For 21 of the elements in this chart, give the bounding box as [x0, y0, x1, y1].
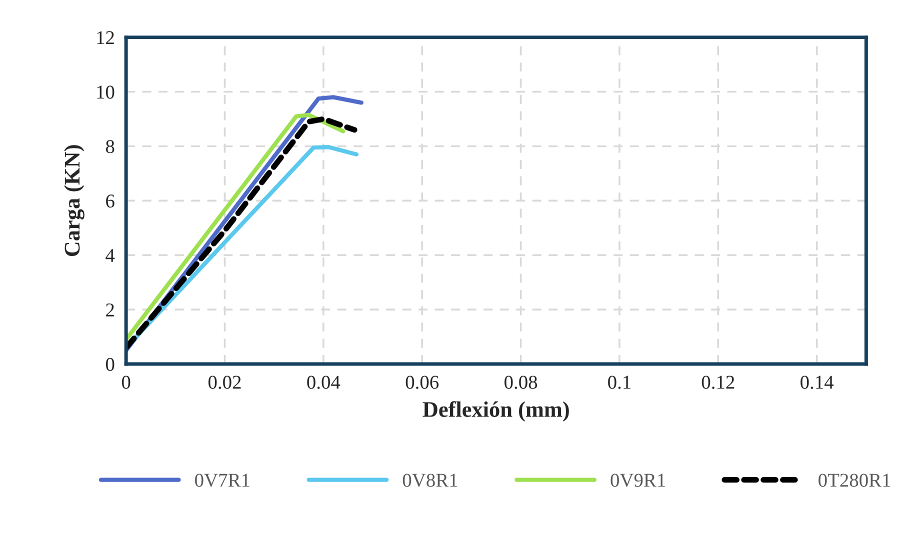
- y-tick-label: 10: [97, 86, 114, 99]
- y-tick-label: 0: [106, 358, 114, 371]
- y-tick-label: 6: [106, 194, 114, 208]
- y-tick-label: 2: [106, 303, 114, 316]
- x-tick-label: 0.14: [800, 376, 834, 389]
- y-tick-label: 4: [106, 249, 115, 262]
- x-tick-label: 0.12: [702, 376, 734, 389]
- y-axis-title: Carga (KN): [64, 145, 84, 256]
- y-tick-label: 8: [106, 140, 114, 154]
- x-tick-label: 0.02: [208, 376, 241, 389]
- x-tick-label: 0: [122, 376, 130, 389]
- x-tick-label: 0.06: [406, 376, 439, 389]
- x-tick-label: 0.1: [608, 376, 630, 389]
- legend-label: 0V7R1: [195, 474, 250, 487]
- x-tick-label: 0.08: [504, 376, 538, 389]
- legend-label: 0V9R1: [610, 474, 665, 487]
- y-tick-label: 12: [97, 31, 114, 44]
- legend-label: 0T280R1: [818, 474, 890, 487]
- legend-label: 0V8R1: [402, 474, 458, 487]
- x-axis-title: Deflexión (mm): [422, 401, 569, 422]
- x-tick-label: 0.04: [307, 376, 340, 389]
